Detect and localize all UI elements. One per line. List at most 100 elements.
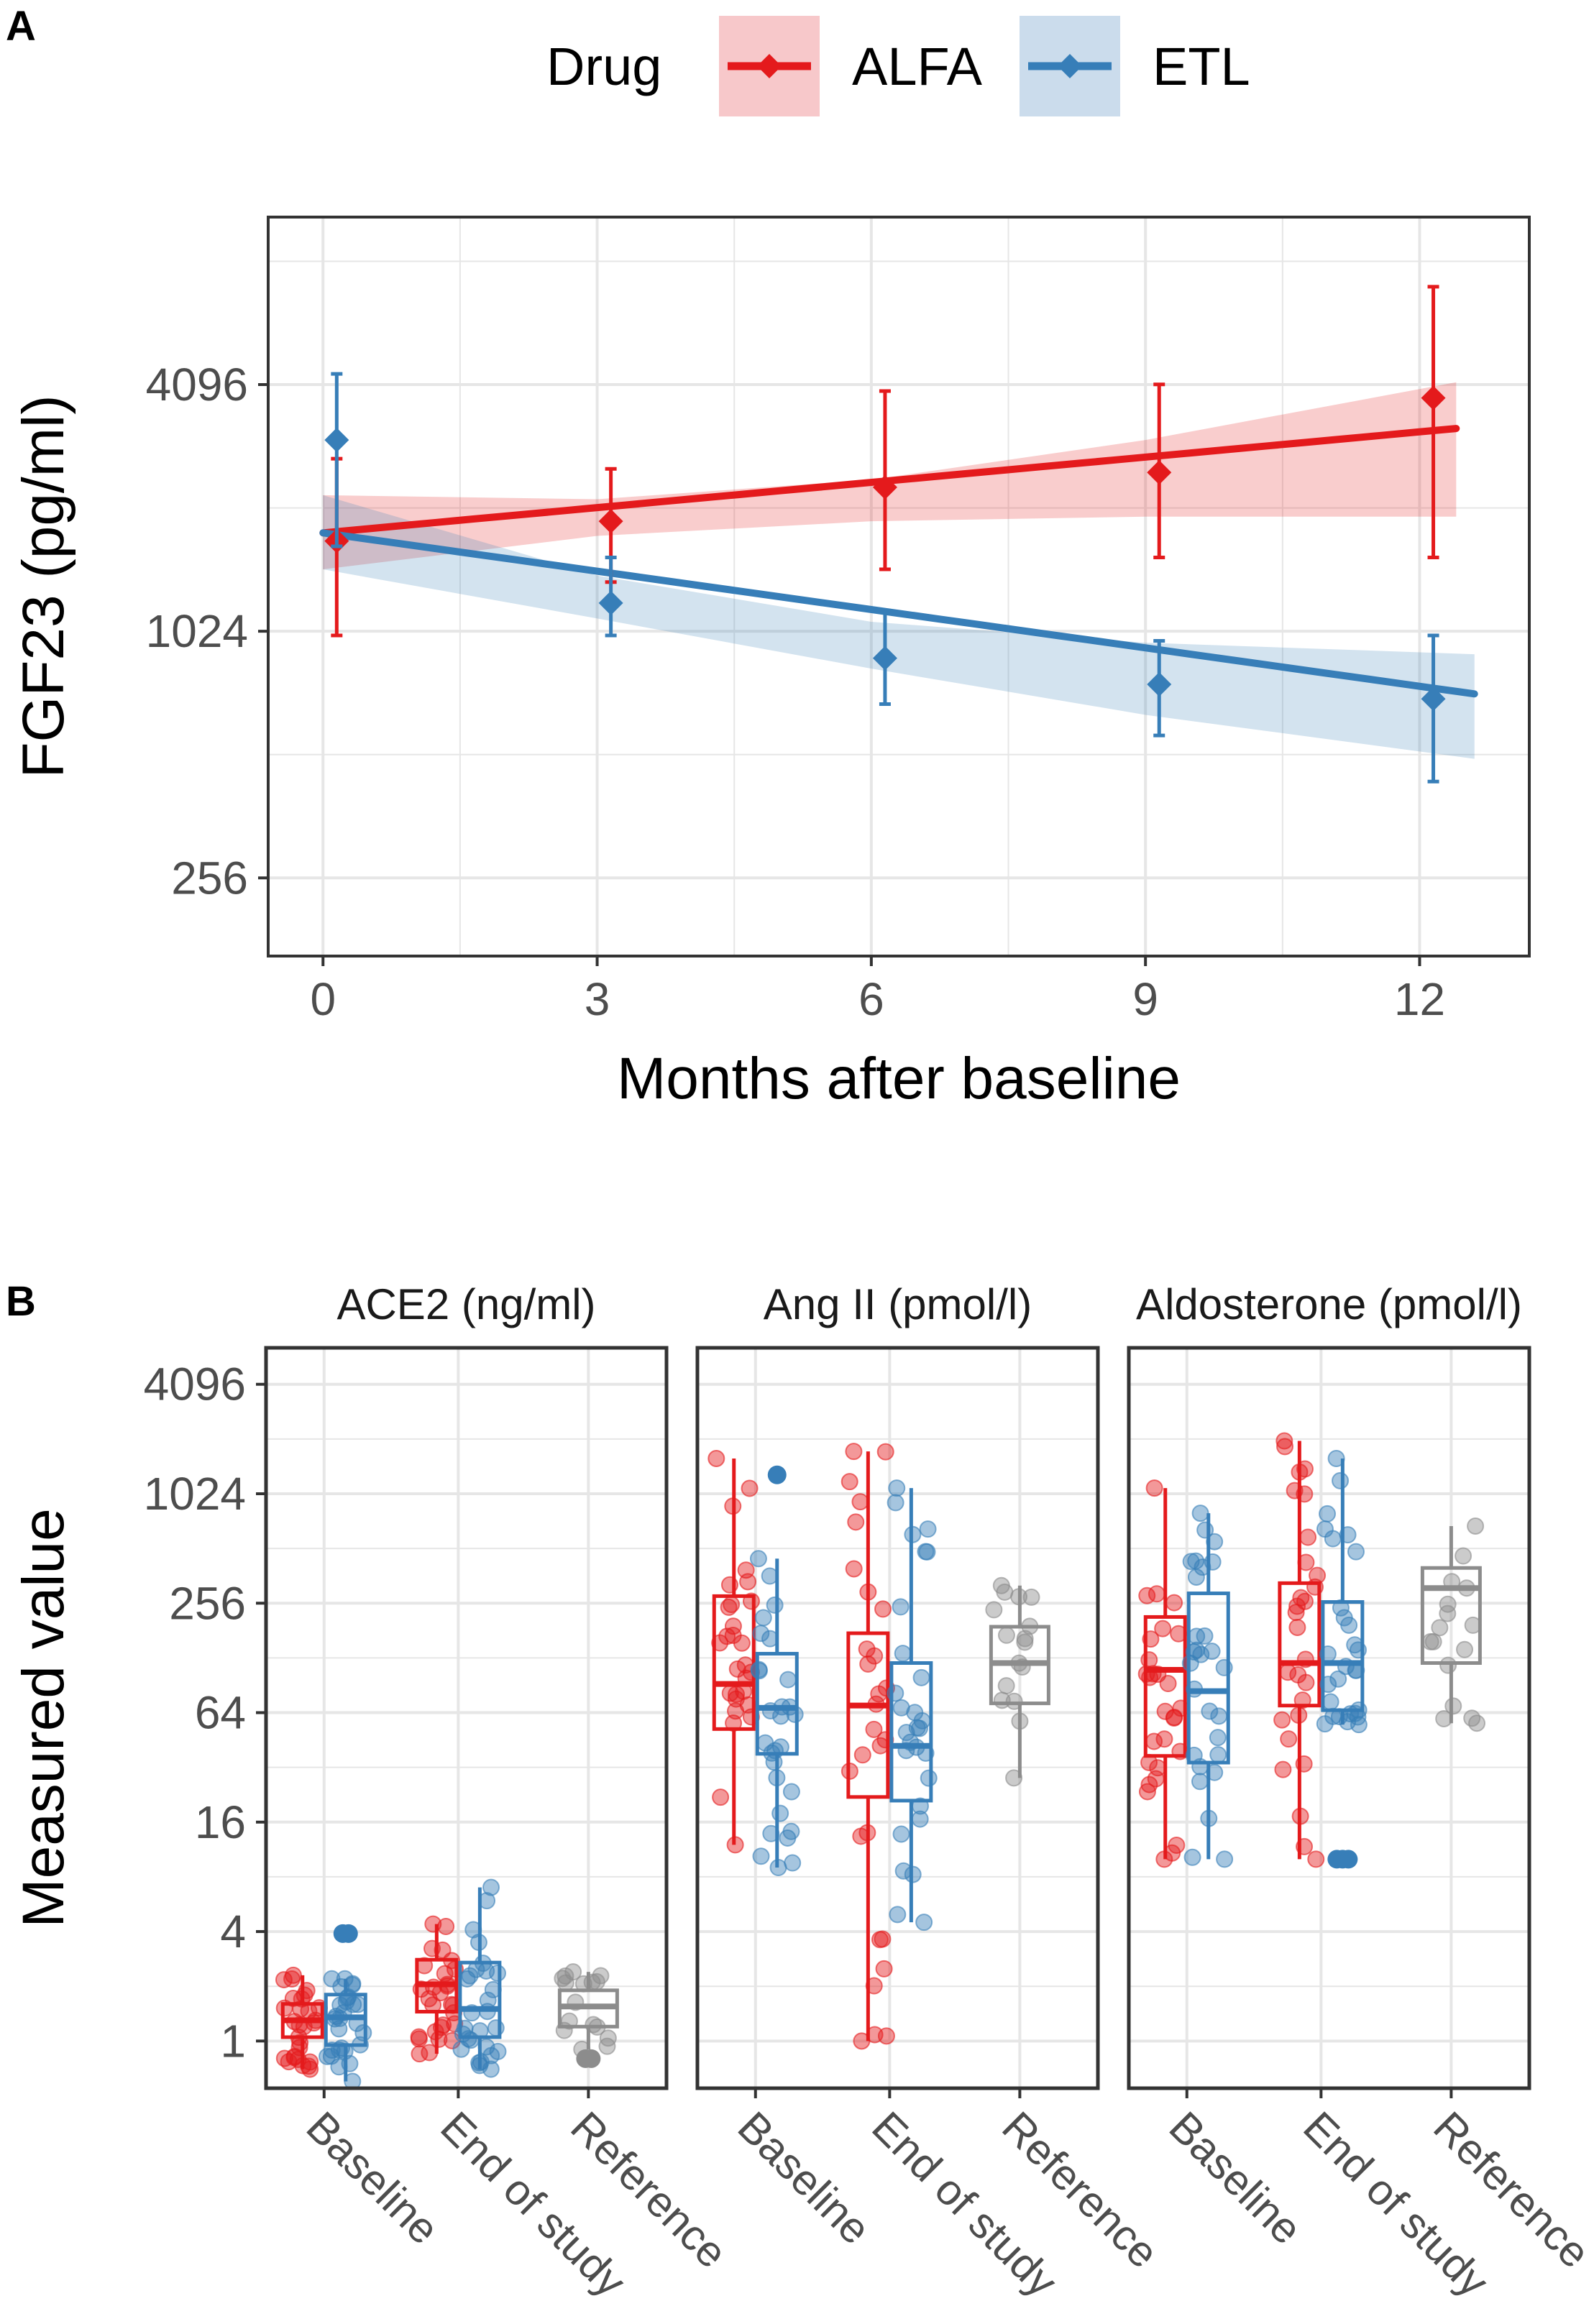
jitter-point (892, 1699, 910, 1717)
jitter-point (556, 1967, 574, 1985)
jitter-point (1209, 1746, 1227, 1764)
jitter-point (1467, 1517, 1485, 1535)
jitter-point (1188, 1627, 1206, 1645)
point-marker (872, 474, 897, 500)
jitter-point (784, 1854, 802, 1872)
box-body (1143, 1615, 1187, 1758)
data-point-etl-2 (872, 608, 897, 706)
jitter-point (889, 1906, 907, 1924)
data-point-etl-0 (324, 372, 349, 548)
jitter-point (920, 1769, 938, 1787)
facet-title: Aldosterone (pmol/l) (1136, 1280, 1522, 1328)
jitter-point (853, 1746, 871, 1764)
jitter-point (771, 1804, 789, 1822)
outlier-point (582, 2049, 601, 2068)
jitter-point (1145, 1479, 1163, 1497)
box-reference-reference (554, 1963, 619, 2068)
box-baseline-alfa (1137, 1479, 1190, 1868)
jitter-point (712, 1788, 730, 1806)
jitter-point (349, 1995, 367, 2013)
jitter-point (733, 1634, 751, 1652)
y-tick-label: 4096 (144, 1359, 246, 1410)
jitter-point (1203, 1643, 1221, 1661)
point-marker (872, 646, 897, 671)
jitter-point (1149, 1759, 1167, 1777)
jitter-point (892, 1598, 910, 1616)
y-axis-title: Measured value (11, 1508, 76, 1927)
jitter-point (1288, 1597, 1306, 1615)
legend-title: Drug (546, 37, 661, 96)
box-body (1278, 1581, 1322, 1708)
jitter-point (599, 2029, 617, 2047)
x-axis-title: Months after baseline (617, 1046, 1181, 1111)
jitter-point (892, 1825, 910, 1843)
y-tick-label: 4096 (146, 359, 248, 410)
jitter-point (1191, 1773, 1209, 1791)
jitter-point (1455, 1547, 1472, 1565)
jitter-point (908, 1719, 926, 1737)
jitter-point (1191, 1505, 1209, 1522)
x-tick-label: 9 (1132, 973, 1158, 1025)
y-tick-label: 1 (220, 2015, 246, 2067)
jitter-point (319, 2047, 336, 2065)
box-end-of-study-etl (887, 1479, 938, 1932)
jitter-point (1297, 1673, 1315, 1691)
outlier-point (1339, 1850, 1358, 1869)
jitter-point (1148, 1585, 1165, 1603)
jitter-point (737, 1561, 755, 1579)
box-body (846, 1631, 890, 1799)
jitter-point (1275, 1432, 1293, 1450)
jitter-point (997, 1626, 1015, 1644)
jitter-point (888, 1479, 906, 1497)
box-baseline-etl (1181, 1505, 1234, 1868)
data-point-etl-3 (1147, 639, 1172, 738)
jitter-point (1165, 1709, 1183, 1727)
jitter-point (1145, 1732, 1163, 1750)
point-marker (598, 590, 623, 615)
jitter-point (1206, 1533, 1224, 1551)
x-tick-label: Baseline (298, 2103, 449, 2254)
jitter-point (285, 2047, 303, 2065)
jitter-point (1276, 1438, 1294, 1456)
confidence-band-alfa (323, 382, 1457, 570)
jitter-point (1316, 1520, 1334, 1538)
jitter-point (1287, 1604, 1305, 1622)
jitter-point (1431, 1619, 1449, 1637)
jitter-point (1329, 1670, 1347, 1688)
jitter-point (1194, 1558, 1211, 1576)
facet-border (1127, 1346, 1531, 2090)
jitter-point (461, 1967, 479, 1985)
jitter-point (877, 2027, 895, 2045)
jitter-point (851, 1493, 869, 1511)
jitter-point (750, 1662, 768, 1680)
point-marker (1147, 460, 1172, 485)
y-tick-label: 4 (220, 1906, 246, 1957)
panel-b-label: B (6, 1278, 36, 1325)
x-tick-label: 6 (858, 973, 884, 1025)
x-tick-label: Baseline (1160, 2103, 1311, 2254)
jitter-point (912, 1668, 930, 1686)
jitter-point (1279, 1663, 1297, 1681)
jitter-point (782, 1783, 800, 1801)
x-tick-label: 12 (1394, 973, 1445, 1025)
jitter-point (1201, 1702, 1219, 1720)
jitter-point (749, 1550, 767, 1568)
outlier-point (339, 1924, 358, 1943)
jitter-point (752, 1847, 770, 1865)
jitter-point (1439, 1604, 1457, 1622)
box-end-of-study-alfa (840, 1443, 895, 2050)
jitter-point (1439, 1595, 1457, 1613)
box-body (755, 1652, 799, 1756)
jitter-point (1288, 1618, 1306, 1636)
jitter-point (870, 1685, 888, 1703)
jitter-point (1435, 1709, 1453, 1727)
legend-key-etl (1020, 16, 1120, 116)
panel-a-label: A (6, 3, 36, 50)
jitter-point (1273, 1711, 1291, 1729)
box-end-of-study-alfa (410, 1915, 464, 2063)
confidence-band-etl (323, 495, 1475, 759)
panel-a-border (267, 216, 1531, 957)
